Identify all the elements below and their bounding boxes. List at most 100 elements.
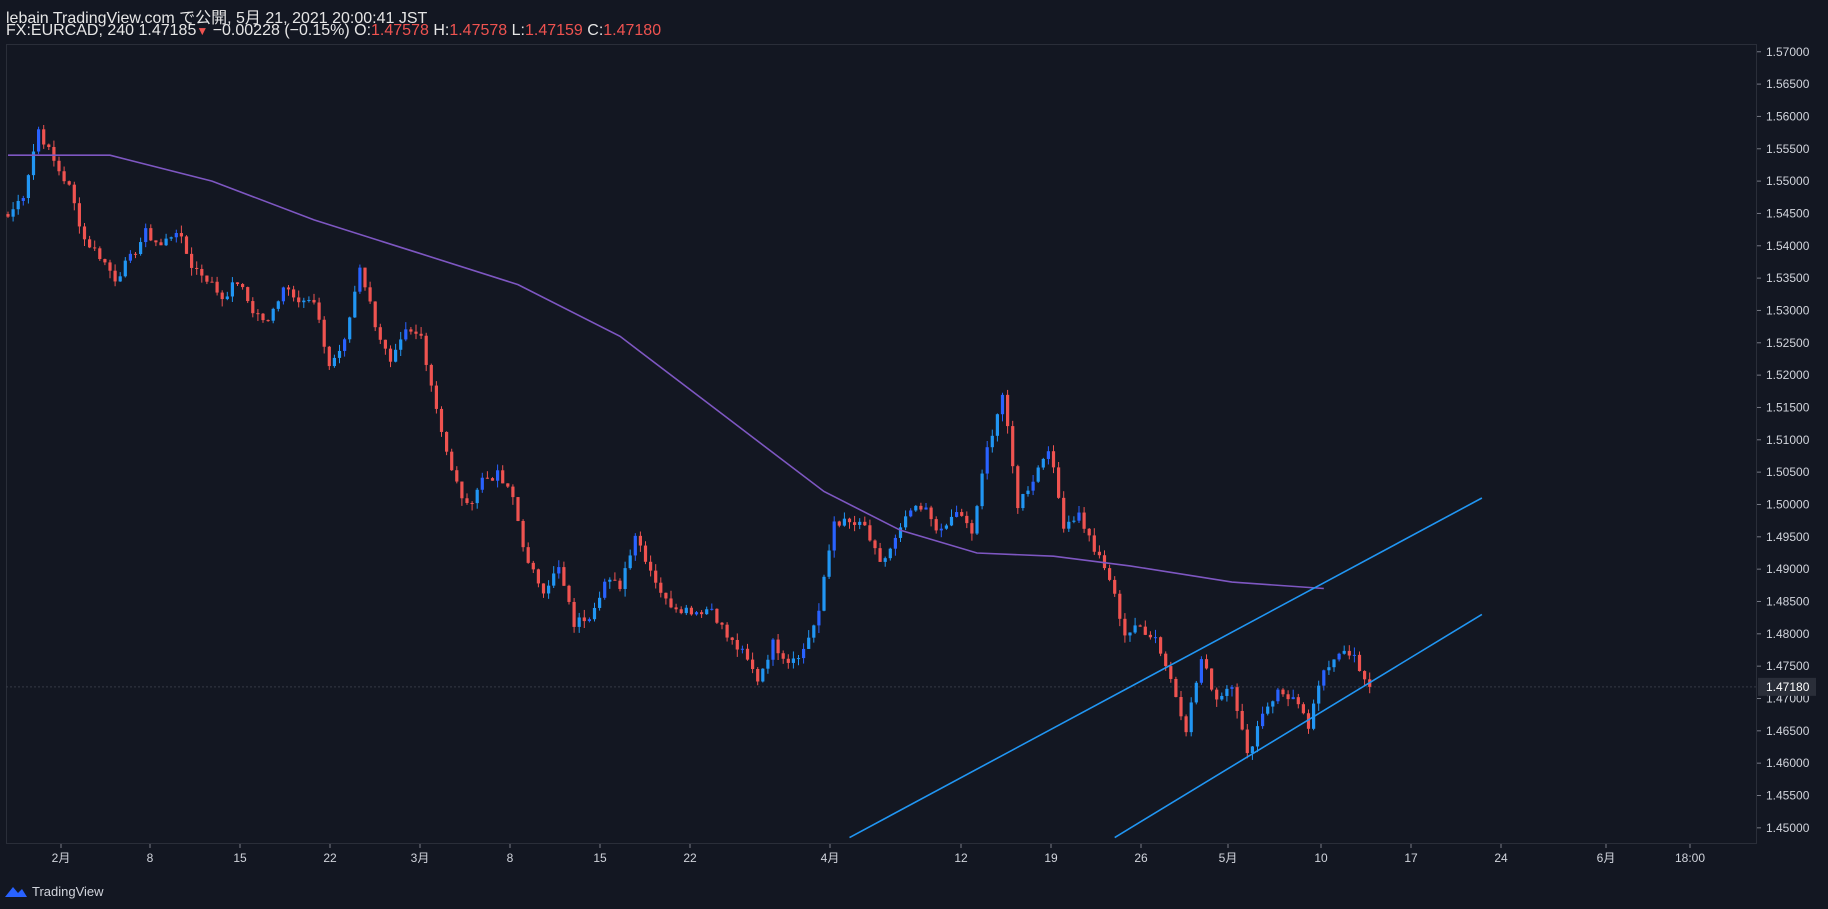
candle-body	[715, 608, 719, 623]
candle-body	[506, 483, 510, 487]
current-price-tag	[1758, 677, 1816, 696]
candle-body	[77, 203, 81, 227]
x-tick-label: 8	[147, 851, 154, 865]
candle-body	[480, 477, 484, 490]
candle-body	[1159, 637, 1163, 654]
candle-body	[766, 659, 770, 669]
candle-body	[664, 592, 668, 599]
candle-body	[995, 414, 999, 436]
candle-body	[169, 237, 173, 239]
candle-body	[781, 653, 785, 659]
candle-body	[1062, 497, 1066, 529]
candle-body	[1026, 490, 1030, 495]
x-tick-label: 6月	[1597, 851, 1616, 865]
candle-body	[1179, 697, 1183, 717]
candle-body	[1087, 528, 1091, 536]
candle-body	[128, 253, 132, 261]
candle-body	[368, 287, 372, 302]
candle-body	[1255, 726, 1260, 747]
candle-body	[52, 147, 56, 161]
open-value: 1.47578	[371, 22, 429, 39]
candle-body	[1067, 521, 1071, 529]
price-change: −0.00228 (−0.15%)	[212, 22, 350, 39]
candle-body	[184, 236, 189, 254]
y-tick-label: 1.49000	[1766, 562, 1810, 576]
candle-body	[725, 624, 729, 638]
y-tick-label: 1.57000	[1766, 45, 1810, 59]
candle-body	[394, 349, 398, 362]
publish-info: lebain TradingView.com で公開, 5月 21, 2021 …	[6, 10, 428, 27]
candle-body	[1215, 689, 1219, 700]
candle-body	[740, 648, 744, 650]
candle-body	[536, 569, 540, 584]
y-tick-label: 1.46500	[1766, 724, 1810, 738]
candle-body	[1118, 593, 1122, 619]
candle-body	[796, 658, 801, 660]
candle-body	[271, 308, 275, 321]
candle-body	[730, 637, 734, 640]
candle-body	[756, 669, 760, 682]
candle-body	[1184, 716, 1188, 733]
candle-body	[1113, 579, 1117, 594]
candle-body	[1230, 687, 1234, 689]
y-tick-label: 1.46000	[1766, 756, 1810, 770]
candle-body	[1189, 702, 1193, 733]
candle-body	[689, 607, 693, 615]
y-tick-label: 1.48000	[1766, 627, 1810, 641]
candle-body	[990, 435, 994, 448]
candle-body	[970, 523, 974, 534]
candle-body	[1046, 451, 1050, 459]
candle-body	[230, 282, 234, 297]
candle-body	[526, 547, 530, 563]
candle-body	[975, 506, 979, 534]
candle-body	[1271, 701, 1275, 707]
x-tick-label: 26	[1134, 851, 1148, 865]
candle-body	[1199, 659, 1203, 683]
candle-body	[414, 331, 418, 334]
candle-body	[190, 253, 194, 268]
candle-body	[404, 329, 408, 340]
candle-body	[955, 512, 959, 517]
y-tick-label: 1.45000	[1766, 821, 1810, 835]
candle-body	[363, 267, 367, 288]
candle-body	[1347, 650, 1351, 656]
x-tick-label: 15	[233, 851, 247, 865]
candle-body	[1291, 697, 1295, 700]
candle-body	[1006, 394, 1010, 427]
candle-body	[399, 339, 403, 350]
candle-body	[868, 525, 872, 541]
candle-body	[373, 301, 377, 328]
symbol-label[interactable]: FX:EURCAD, 240	[6, 22, 135, 39]
candle-body	[144, 228, 148, 243]
candle-body	[88, 239, 92, 248]
candle-body	[348, 317, 352, 340]
candle-body	[694, 612, 699, 615]
candle-body	[577, 617, 581, 627]
candle-body	[149, 228, 153, 241]
candle-body	[455, 470, 459, 482]
candle-body	[802, 648, 806, 659]
candle-body	[6, 214, 10, 217]
candle-body	[944, 525, 948, 529]
candle-body	[1000, 394, 1005, 415]
candle-body	[878, 548, 882, 562]
candle-body	[1021, 494, 1025, 509]
candle-body	[439, 408, 444, 432]
y-tick-label: 1.53000	[1766, 303, 1810, 317]
candle-body	[873, 540, 877, 549]
candle-body	[898, 527, 903, 538]
candle-body	[684, 607, 688, 614]
candle-body	[1051, 451, 1056, 468]
candle-body	[960, 512, 964, 516]
candle-body	[638, 535, 642, 546]
candle-body	[893, 537, 897, 549]
candle-body	[1210, 668, 1214, 690]
y-tick-label: 1.47500	[1766, 659, 1810, 673]
low-value: 1.47159	[524, 22, 583, 39]
y-tick-label: 1.48500	[1766, 594, 1810, 608]
candle-body	[771, 639, 775, 660]
candle-body	[337, 350, 342, 358]
candle-body	[858, 521, 862, 525]
candle-body	[72, 184, 76, 204]
